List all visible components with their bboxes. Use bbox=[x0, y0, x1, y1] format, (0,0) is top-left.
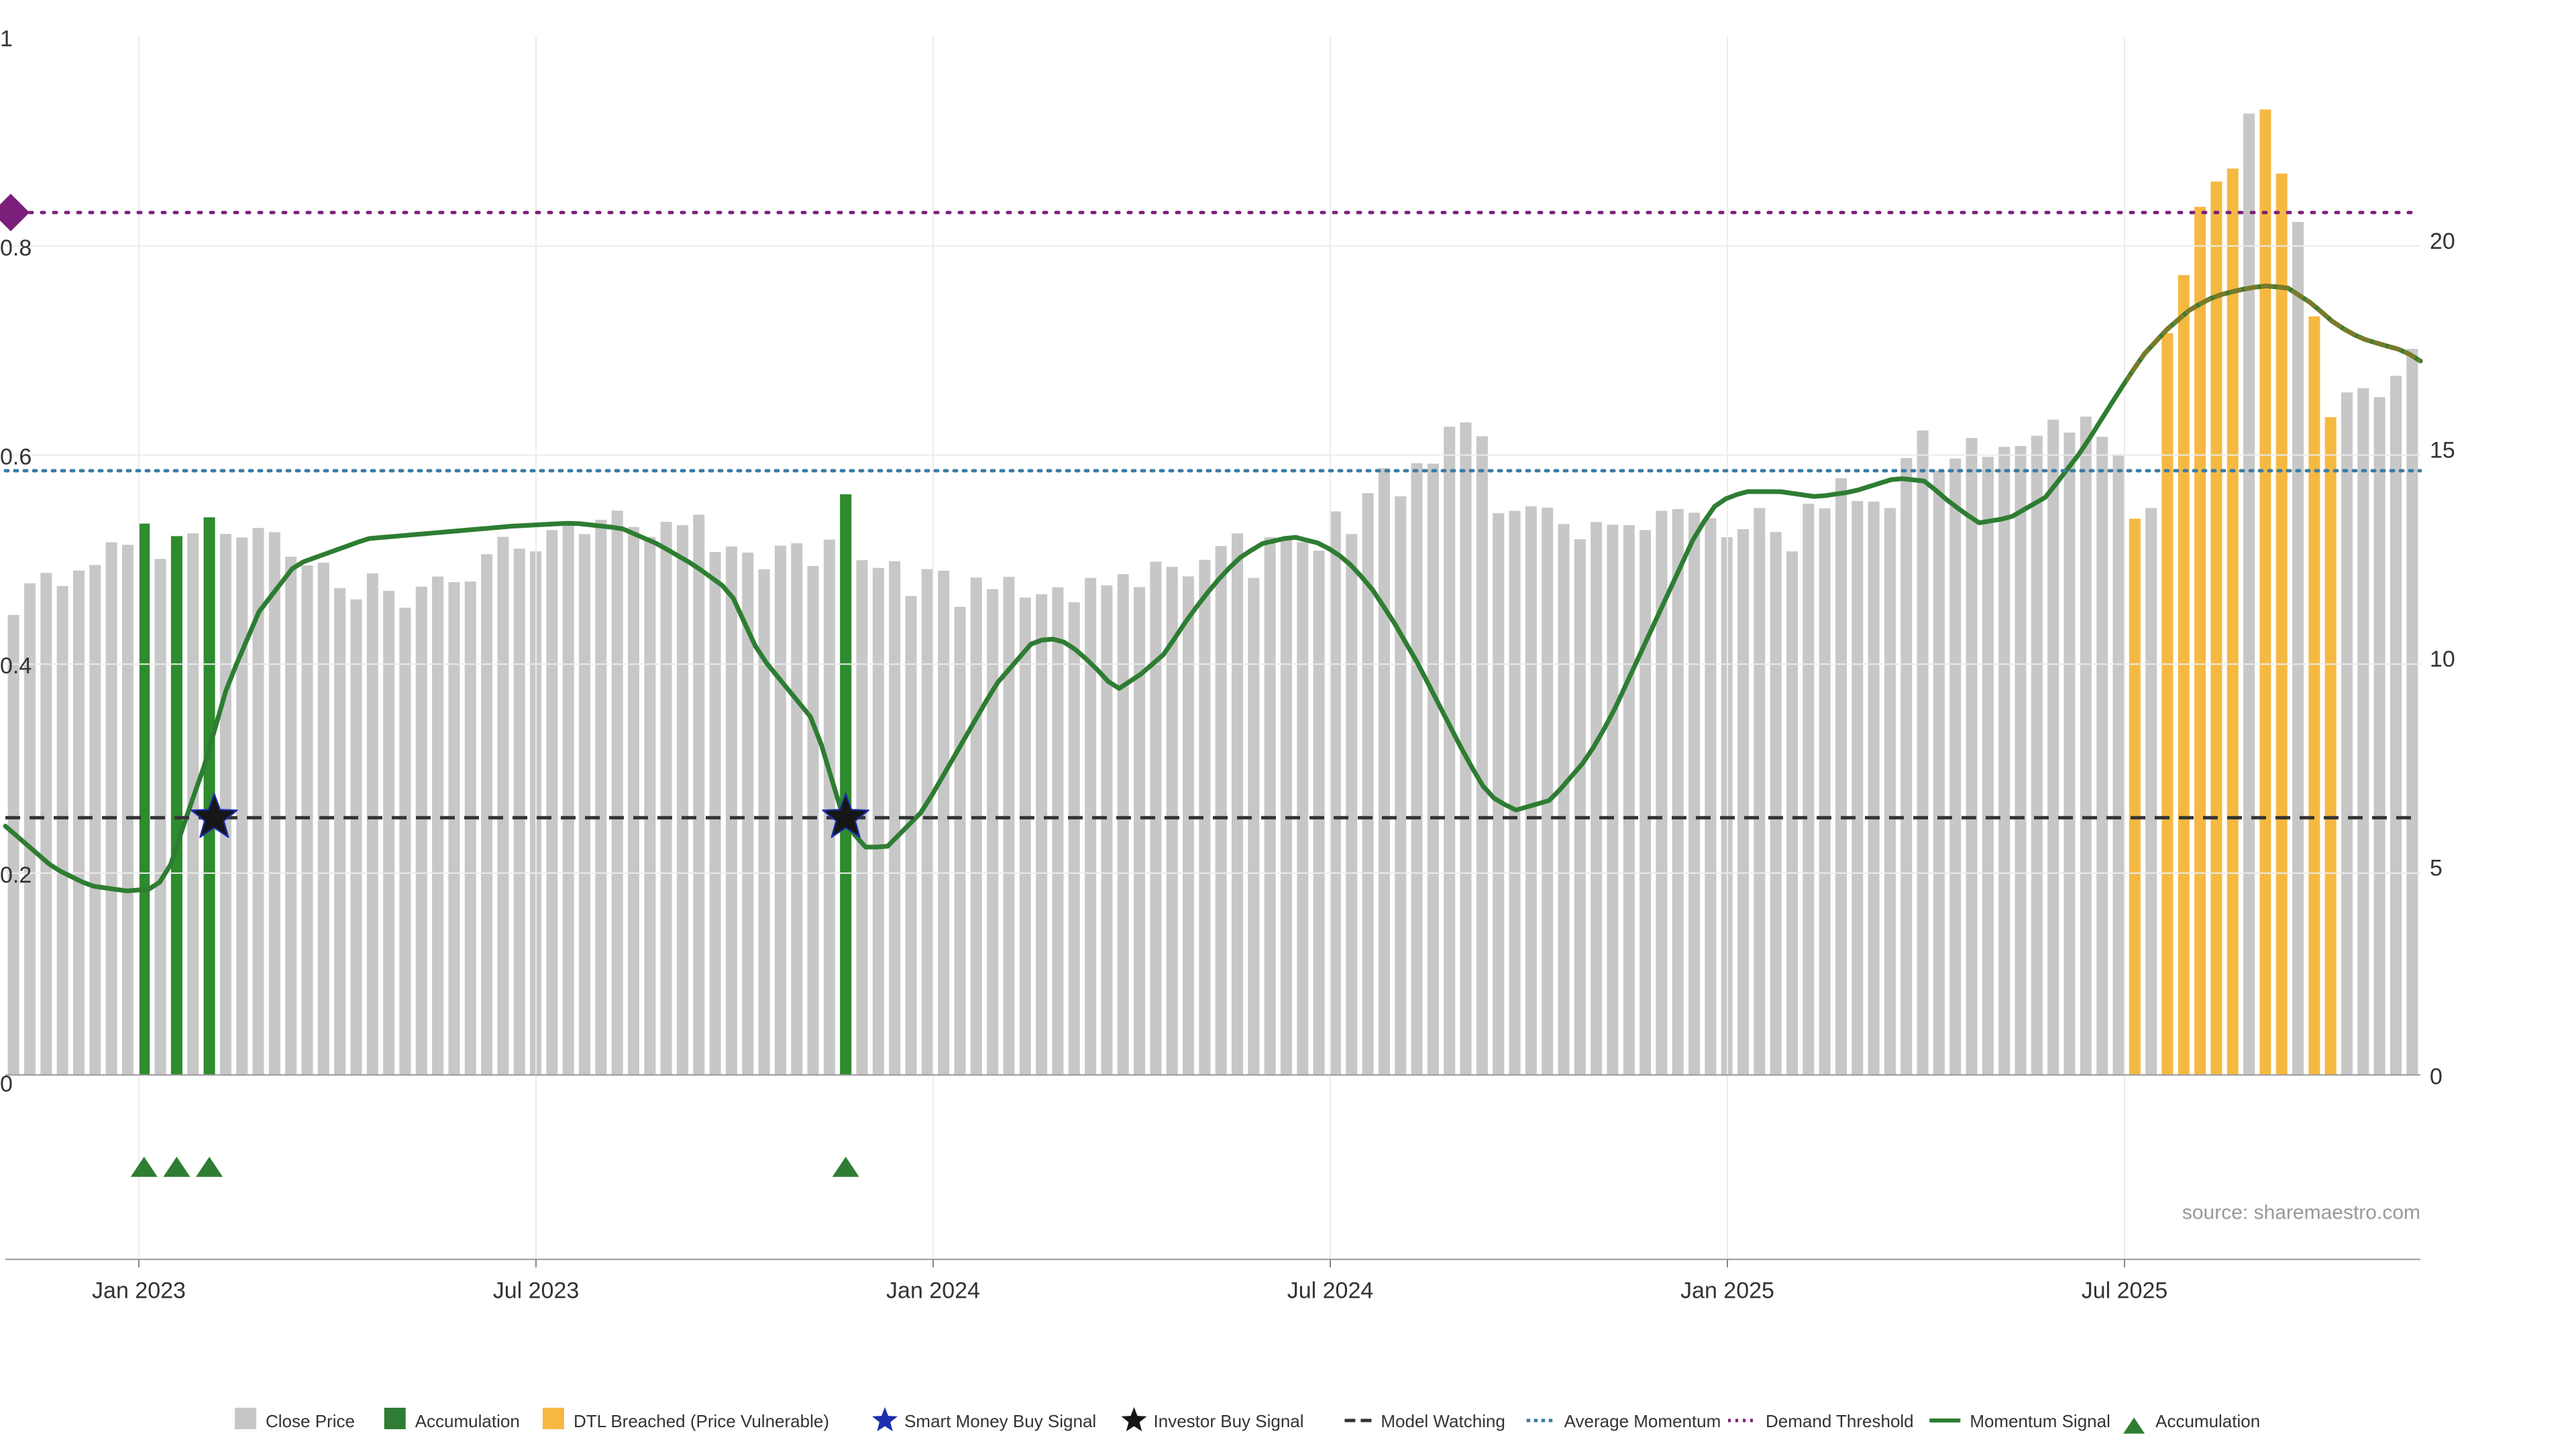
svg-text:1: 1 bbox=[0, 26, 13, 52]
svg-text:Smart Money Buy Signal: Smart Money Buy Signal bbox=[904, 1411, 1096, 1431]
svg-text:5: 5 bbox=[2430, 855, 2443, 881]
svg-text:10: 10 bbox=[2430, 647, 2455, 672]
svg-text:0.2: 0.2 bbox=[0, 862, 32, 888]
svg-text:Average Momentum: Average Momentum bbox=[1564, 1411, 1721, 1431]
svg-text:15: 15 bbox=[2430, 438, 2455, 463]
svg-text:0.6: 0.6 bbox=[0, 445, 32, 470]
svg-text:Demand Threshold: Demand Threshold bbox=[1766, 1411, 1914, 1431]
svg-text:Jan 2025: Jan 2025 bbox=[1680, 1278, 1774, 1304]
svg-text:Jan 2023: Jan 2023 bbox=[92, 1278, 186, 1304]
svg-text:0.8: 0.8 bbox=[0, 235, 32, 261]
svg-text:20: 20 bbox=[2430, 229, 2455, 254]
svg-text:Investor Buy Signal: Investor Buy Signal bbox=[1154, 1411, 1304, 1431]
svg-text:Close Price: Close Price bbox=[266, 1411, 355, 1431]
svg-text:Model Watching: Model Watching bbox=[1381, 1411, 1505, 1431]
svg-text:source: sharemaestro.com: source: sharemaestro.com bbox=[2182, 1202, 2420, 1224]
svg-text:Jul 2025: Jul 2025 bbox=[2082, 1278, 2168, 1304]
svg-text:0: 0 bbox=[2430, 1064, 2443, 1090]
svg-text:Jan 2024: Jan 2024 bbox=[886, 1278, 980, 1304]
svg-text:Accumulation: Accumulation bbox=[2155, 1411, 2260, 1431]
svg-text:Accumulation: Accumulation bbox=[415, 1411, 520, 1431]
svg-text:Jul 2023: Jul 2023 bbox=[493, 1278, 580, 1304]
svg-text:Momentum Signal: Momentum Signal bbox=[1970, 1411, 2110, 1431]
svg-text:0.4: 0.4 bbox=[0, 653, 32, 679]
svg-text:Jul 2024: Jul 2024 bbox=[1287, 1278, 1374, 1304]
svg-text:DTL Breached (Price Vulnerable: DTL Breached (Price Vulnerable) bbox=[574, 1411, 829, 1431]
